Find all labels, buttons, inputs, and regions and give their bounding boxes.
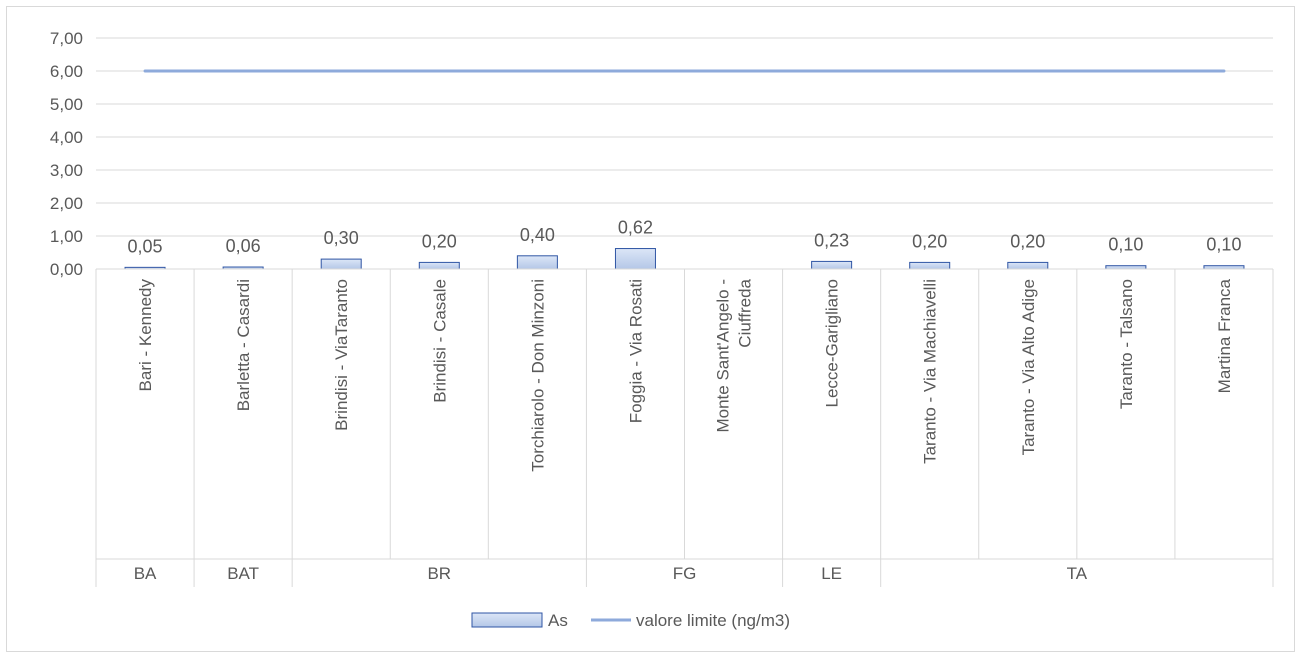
chart-svg: 0,001,002,003,004,005,006,007,00 0,05 0,0… [50, 29, 1274, 630]
data-label: 0,23 [814, 230, 849, 250]
legend: As valore limite (ng/m3) [471, 611, 790, 630]
bar [418, 261, 460, 270]
data-label: 0,10 [1108, 235, 1143, 255]
category-label: Taranto - Via Alto Adige [1019, 279, 1038, 455]
bar [614, 248, 656, 270]
y-tick-label: 5,00 [50, 95, 83, 114]
y-tick-label: 4,00 [50, 128, 83, 147]
data-label: 0,40 [520, 225, 555, 245]
data-label: 0,62 [618, 218, 653, 238]
group-label: BA [134, 564, 157, 583]
y-tick-label: 1,00 [50, 227, 83, 246]
group-label: FG [673, 564, 697, 583]
bar [320, 258, 362, 270]
legend-swatch-as [471, 612, 543, 628]
category-label: Monte Sant'Angelo - [714, 279, 733, 433]
category-label: Brindisi - Casale [430, 279, 449, 403]
y-tick-label: 6,00 [50, 62, 83, 81]
category-label: Ciuffreda [736, 278, 755, 347]
data-label: 0,05 [128, 236, 163, 256]
data-label: 0,06 [226, 236, 261, 256]
category-label: Bari - Kennedy [136, 279, 155, 392]
data-label: 0,20 [1010, 231, 1045, 251]
category-label: Foggia - Via Rosati [626, 279, 645, 423]
category-label: Taranto - Via Machiavelli [921, 279, 940, 464]
legend-label-limit: valore limite (ng/m3) [636, 611, 790, 630]
y-tick-label: 2,00 [50, 194, 83, 213]
data-labels: 0,05 0,06 0,30 0,20 0,40 0,62 0,23 0,20 0,20 0,10… [128, 218, 1242, 257]
data-label: 0,10 [1206, 235, 1241, 255]
bar [516, 255, 558, 270]
category-label: Taranto - Talsano [1117, 279, 1136, 409]
data-label: 0,20 [912, 231, 947, 251]
group-label: LE [821, 564, 842, 583]
y-axis-ticks: 0,00 1,00 2,00 3,00 4,00 5,00 6,00 7,00 [50, 29, 83, 279]
bar-series [124, 248, 1245, 270]
group-label: BAT [227, 564, 259, 583]
group-label: BR [427, 564, 451, 583]
category-axis: Bari - Kennedy Barletta - Casardi Brindisi… [95, 268, 1274, 587]
group-label: TA [1067, 564, 1088, 583]
bar [811, 260, 853, 270]
category-label: Torchiarolo - Don Minzoni [528, 279, 547, 472]
chart-frame: 0,00 1,00 2,00 3,00 4,00 5,00 6,00 7,00 0,05 0,0… [6, 6, 1295, 652]
category-label: Barletta - Casardi [234, 279, 253, 411]
category-label: Lecce-Garigliano [823, 279, 842, 408]
bar [909, 261, 951, 270]
grid-layer [96, 37, 1273, 237]
category-label: Brindisi - ViaTaranto [332, 279, 351, 431]
y-tick-label: 0,00 [50, 260, 83, 279]
y-tick-label: 7,00 [50, 29, 83, 48]
data-label: 0,20 [422, 231, 457, 251]
category-label: Martina Franca [1215, 278, 1234, 393]
bar [1007, 261, 1049, 270]
data-label: 0,30 [324, 228, 359, 248]
legend-label-as: As [548, 611, 568, 630]
y-tick-label: 3,00 [50, 161, 83, 180]
